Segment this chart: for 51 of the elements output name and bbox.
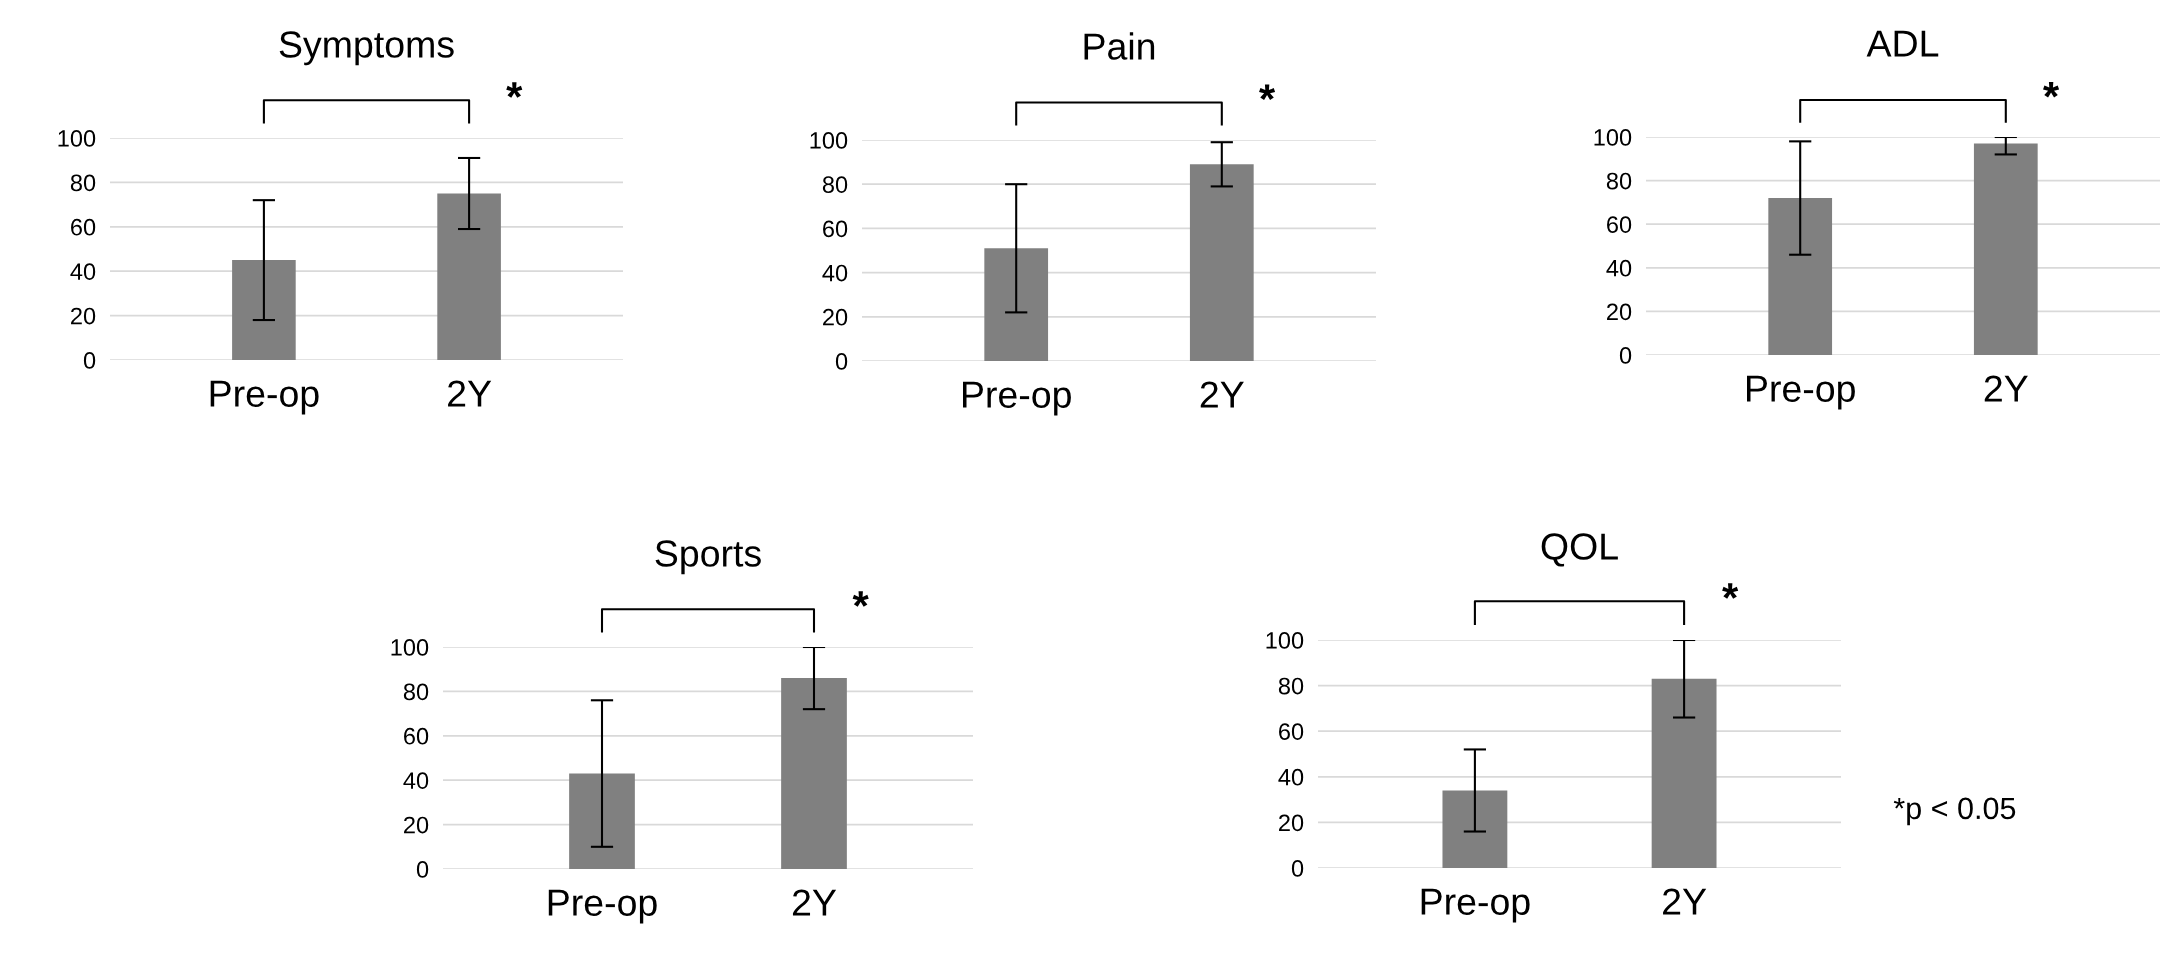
y-tick-label: 20 [1607, 303, 1632, 321]
chart-title: Pain [1084, 32, 1155, 60]
x-tick-label: Pre-op [963, 381, 1071, 416]
text: * [852, 591, 869, 607]
y-tick-label: 80 [1606, 172, 1632, 190]
x-tick-label: 2Y [1984, 375, 2028, 402]
y-tick-label: 100 [58, 130, 96, 147]
y-tick-label: 0 [835, 353, 848, 370]
y-tick-label: 40 [403, 772, 429, 789]
x-tick-label: Pre-op [548, 889, 657, 924]
y-tick-label: 20 [404, 816, 429, 834]
y-tick-label: 0 [83, 352, 96, 369]
y-tick-label: 80 [1278, 677, 1304, 695]
y-tick-label: 40 [1606, 259, 1632, 277]
chart-title: QOL [1541, 533, 1618, 567]
y-tick-label: 100 [810, 132, 848, 149]
y-tick-label: 80 [822, 176, 848, 193]
y-tick-label: 100 [1594, 129, 1632, 146]
x-tick-label: 2Y [1663, 888, 1707, 915]
text: * [1722, 583, 1739, 599]
y-tick-label: 40 [822, 264, 848, 282]
chart-title: Symptoms [279, 31, 454, 66]
chart-title: ADL [1866, 30, 1939, 57]
x-tick-label: Pre-op [210, 380, 319, 415]
text: * [1259, 84, 1276, 101]
y-tick-label: 80 [403, 683, 429, 701]
y-tick-label: 60 [1607, 216, 1632, 233]
x-tick-label: Pre-op [1747, 375, 1855, 410]
text: * [2043, 82, 2060, 98]
y-tick-label: 80 [70, 174, 96, 192]
y-tick-label: 60 [71, 218, 96, 236]
x-tick-label: Pre-op [1421, 888, 1530, 923]
y-tick-label: 40 [70, 263, 96, 280]
x-tick-label: 2Y [448, 380, 492, 407]
y-tick-label: 60 [1279, 723, 1304, 740]
chart-title: Sports [655, 540, 761, 575]
x-tick-label: 2Y [792, 889, 837, 916]
text: * [506, 82, 523, 98]
y-tick-label: 20 [71, 307, 96, 325]
y-tick-label: 100 [391, 639, 429, 656]
x-tick-label: 2Y [1200, 381, 1244, 408]
y-tick-label: 60 [823, 220, 848, 238]
y-tick-label: 60 [404, 727, 429, 745]
y-tick-label: 100 [1266, 632, 1304, 649]
y-tick-label: 0 [1619, 347, 1632, 364]
y-tick-label: 20 [1279, 814, 1304, 832]
text: *p < 0.05 [1893, 797, 2016, 826]
y-tick-label: 40 [1278, 768, 1304, 786]
y-tick-label: 0 [1291, 860, 1304, 877]
y-tick-label: 0 [416, 861, 429, 878]
y-tick-label: 20 [823, 308, 848, 326]
